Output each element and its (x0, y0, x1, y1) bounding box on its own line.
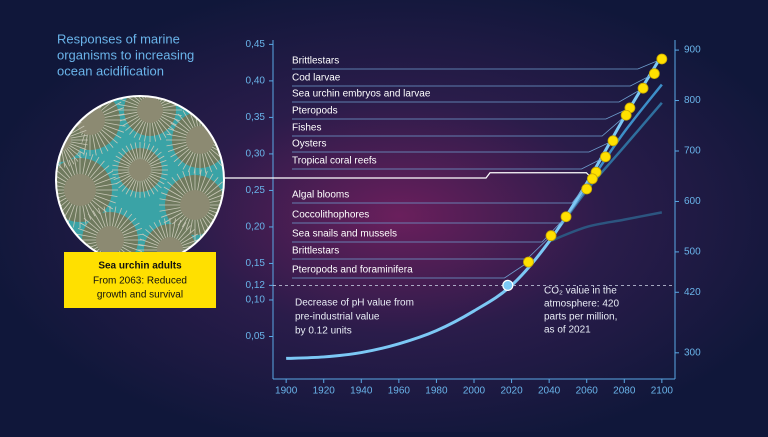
organism-dot (600, 151, 611, 163)
y2-tick-label: 500 (684, 247, 701, 258)
organism-label: Brittlestars (292, 246, 339, 257)
highlight-box (64, 252, 216, 308)
leader-line (292, 73, 655, 87)
highlight-line (224, 172, 593, 180)
current-dot (502, 279, 514, 291)
title: ocean acidification (57, 63, 164, 78)
organism-dot (637, 82, 649, 94)
x-tick-label: 1900 (275, 386, 298, 397)
organism-dot (607, 135, 619, 147)
urchin-core (180, 190, 210, 220)
leader-line (292, 87, 644, 103)
y2-tick-label: 900 (684, 45, 701, 56)
highlight-dot (586, 173, 598, 185)
urchin-core (64, 174, 96, 206)
x-tick-label: 1920 (313, 386, 336, 397)
leader-line (292, 171, 597, 204)
organism-dot (523, 256, 534, 268)
leader-line (292, 156, 606, 170)
leader-line (292, 188, 588, 224)
leader-line (292, 216, 567, 243)
annotation: Decrease of pH value from (295, 298, 414, 309)
organism-label: Tropical coral reefs (292, 156, 377, 167)
organism-dot (656, 53, 668, 65)
highlight-title: Sea urchin adults (98, 261, 182, 272)
y2-tick-label: 420 (684, 287, 701, 298)
x-tick-label: 2100 (651, 386, 674, 397)
y2-tick-label: 300 (684, 347, 701, 358)
y-tick-label: 0,45 (246, 39, 266, 50)
series-line (548, 211, 663, 243)
x-tick-label: 2080 (613, 386, 636, 397)
organism-label: Pteropods and foraminifera (292, 265, 413, 276)
annotation: as of 2021 (544, 325, 591, 336)
title: organisms to increasing (57, 47, 194, 62)
leader-line (292, 140, 614, 153)
leader-line (292, 107, 631, 120)
y-tick-label: 0,20 (246, 222, 266, 233)
y-tick-label: 0,15 (246, 258, 266, 269)
y-tick-label: 0,12 (246, 280, 266, 291)
organism-dot (560, 211, 572, 223)
annotation: parts per million, (544, 312, 617, 323)
x-tick-label: 2040 (538, 386, 561, 397)
y-tick-label: 0,10 (246, 295, 266, 306)
highlight-text: From 2063: Reduced (93, 276, 187, 287)
y-tick-label: 0,30 (246, 149, 266, 160)
urchin-core (96, 226, 124, 254)
y-tick-label: 0,05 (246, 331, 266, 342)
organism-label: Oysters (292, 139, 326, 150)
organism-label: Algal blooms (292, 190, 349, 201)
organism-label: Coccolithophores (292, 210, 369, 221)
x-tick-label: 2020 (500, 386, 523, 397)
organism-label: Brittlestars (292, 56, 339, 67)
y2-tick-label: 600 (684, 196, 701, 207)
organism-label: Sea urchin embryos and larvae (292, 89, 431, 100)
x-tick-label: 1980 (425, 386, 448, 397)
y-tick-label: 0,40 (246, 76, 266, 87)
leader-line (292, 58, 663, 70)
x-tick-label: 1960 (388, 386, 411, 397)
y2-tick-label: 800 (684, 95, 701, 106)
organism-label: Pteropods (292, 106, 338, 117)
annotation: pre-industrial value (295, 312, 380, 323)
annotation: by 0.12 units (295, 326, 352, 337)
x-tick-label: 2000 (463, 386, 486, 397)
organism-dot (545, 230, 557, 242)
y2-tick-label: 700 (684, 146, 701, 157)
organism-label: Fishes (292, 123, 321, 134)
organism-dot (581, 183, 593, 195)
y-tick-label: 0,35 (246, 112, 266, 123)
organism-label: Sea snails and mussels (292, 229, 397, 240)
annotation: CO₂ value in the (544, 286, 617, 297)
leader-line (292, 114, 627, 137)
organism-dot (648, 68, 660, 79)
annotation: atmosphere: 420 (544, 299, 619, 310)
urchin-core (186, 126, 214, 154)
highlight-text: growth and survival (97, 290, 183, 301)
y-tick-label: 0,25 (246, 185, 266, 196)
organism-label: Cod larvae (292, 73, 341, 84)
title: Responses of marine (57, 31, 180, 46)
leader-line (292, 261, 529, 279)
x-tick-label: 1940 (350, 386, 373, 397)
urchin-core (137, 97, 163, 123)
urchin-core (129, 159, 151, 181)
x-tick-label: 2060 (576, 386, 599, 397)
organism-dot (620, 109, 632, 121)
